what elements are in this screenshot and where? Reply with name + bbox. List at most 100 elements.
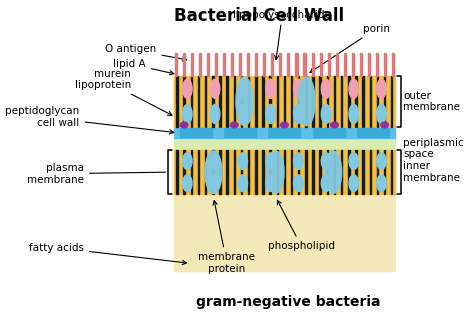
- Bar: [276, 76, 278, 126]
- Text: O antigen: O antigen: [105, 45, 187, 61]
- Bar: [341, 150, 342, 194]
- Bar: [176, 150, 178, 194]
- Bar: [355, 76, 357, 126]
- Bar: [370, 76, 371, 126]
- Text: fatty acids: fatty acids: [29, 243, 187, 264]
- Bar: [377, 150, 378, 194]
- Bar: [268, 128, 301, 137]
- Ellipse shape: [210, 79, 220, 98]
- Bar: [376, 52, 378, 76]
- Bar: [173, 128, 395, 137]
- Bar: [327, 76, 328, 126]
- Circle shape: [230, 122, 238, 128]
- Bar: [334, 76, 335, 126]
- Bar: [313, 128, 345, 137]
- Ellipse shape: [266, 153, 275, 169]
- Bar: [255, 52, 257, 76]
- Bar: [224, 128, 256, 137]
- Text: inner
membrane: inner membrane: [403, 161, 460, 183]
- Text: Bacterial Cell Wall: Bacterial Cell Wall: [174, 7, 344, 25]
- Bar: [384, 52, 386, 76]
- Bar: [212, 150, 214, 194]
- Ellipse shape: [377, 104, 386, 124]
- Bar: [173, 194, 395, 271]
- Bar: [180, 128, 212, 137]
- Bar: [191, 150, 192, 194]
- Bar: [355, 150, 357, 194]
- Bar: [247, 52, 249, 76]
- Ellipse shape: [325, 151, 342, 193]
- Bar: [271, 52, 273, 76]
- Bar: [291, 76, 292, 126]
- Bar: [176, 76, 178, 126]
- Bar: [215, 52, 217, 76]
- Bar: [239, 52, 241, 76]
- Bar: [191, 52, 193, 76]
- Ellipse shape: [377, 175, 386, 191]
- Bar: [360, 52, 362, 76]
- Bar: [344, 52, 346, 76]
- Bar: [287, 52, 290, 76]
- Ellipse shape: [298, 77, 315, 126]
- Ellipse shape: [293, 79, 303, 98]
- Bar: [255, 76, 256, 126]
- Bar: [199, 52, 201, 76]
- Circle shape: [180, 122, 188, 128]
- Ellipse shape: [182, 79, 192, 98]
- Bar: [212, 76, 214, 126]
- Bar: [269, 150, 271, 194]
- Text: periplasmic
space: periplasmic space: [403, 138, 464, 159]
- Circle shape: [381, 122, 389, 128]
- Bar: [219, 76, 221, 126]
- Bar: [191, 76, 192, 126]
- Bar: [231, 52, 233, 76]
- Ellipse shape: [377, 153, 386, 169]
- Bar: [362, 76, 364, 126]
- Bar: [370, 150, 371, 194]
- Bar: [207, 52, 209, 76]
- Bar: [357, 128, 389, 137]
- Bar: [182, 52, 185, 76]
- Bar: [283, 76, 285, 126]
- Bar: [328, 52, 330, 76]
- Bar: [334, 150, 335, 194]
- Bar: [198, 76, 199, 126]
- Bar: [173, 139, 395, 149]
- Bar: [227, 150, 228, 194]
- Bar: [198, 150, 199, 194]
- Bar: [341, 76, 342, 126]
- Ellipse shape: [236, 77, 253, 126]
- Ellipse shape: [266, 104, 275, 124]
- Bar: [319, 150, 321, 194]
- Bar: [283, 150, 285, 194]
- Bar: [205, 150, 207, 194]
- Bar: [391, 76, 392, 126]
- Bar: [263, 52, 265, 76]
- Bar: [348, 150, 349, 194]
- Ellipse shape: [293, 104, 303, 124]
- Text: porin: porin: [310, 24, 390, 72]
- Ellipse shape: [321, 175, 331, 191]
- Bar: [174, 52, 177, 76]
- Bar: [248, 150, 249, 194]
- Ellipse shape: [266, 175, 275, 191]
- Bar: [312, 150, 314, 194]
- Ellipse shape: [377, 79, 386, 98]
- Ellipse shape: [349, 79, 358, 98]
- Text: murein
lipoprotein: murein lipoprotein: [74, 69, 172, 115]
- Text: lipid A: lipid A: [113, 58, 174, 75]
- Bar: [327, 150, 328, 194]
- Ellipse shape: [293, 175, 303, 191]
- Ellipse shape: [266, 79, 275, 98]
- Bar: [319, 52, 322, 76]
- Bar: [362, 150, 364, 194]
- Text: gram-negative bacteria: gram-negative bacteria: [196, 295, 381, 309]
- Bar: [276, 150, 278, 194]
- Bar: [377, 76, 378, 126]
- Text: plasma
membrane: plasma membrane: [27, 163, 165, 185]
- Ellipse shape: [238, 153, 247, 169]
- Ellipse shape: [182, 153, 192, 169]
- Bar: [298, 150, 300, 194]
- Bar: [183, 150, 185, 194]
- Ellipse shape: [321, 153, 331, 169]
